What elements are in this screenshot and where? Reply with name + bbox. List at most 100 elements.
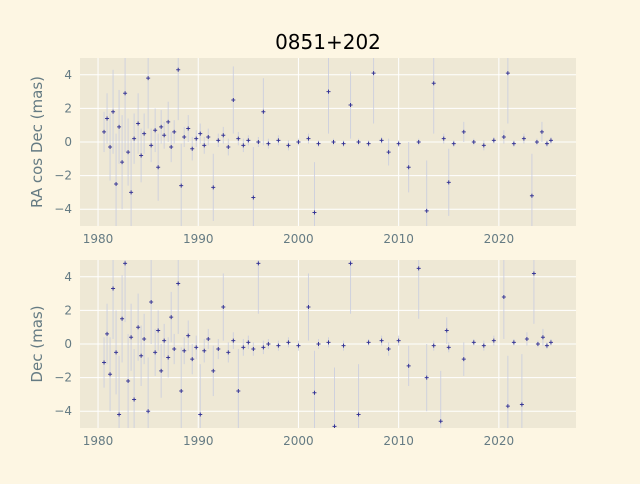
- data-point: [312, 390, 317, 395]
- data-point: [316, 141, 321, 146]
- y-tick-label: −4: [54, 404, 72, 418]
- data-point: [132, 136, 137, 141]
- data-point: [266, 141, 271, 146]
- data-point: [176, 281, 181, 286]
- data-point: [505, 71, 510, 76]
- data-point: [356, 412, 361, 417]
- data-point: [312, 210, 317, 215]
- data-point: [226, 350, 231, 355]
- data-point: [108, 145, 113, 150]
- data-point: [236, 389, 241, 394]
- x-tick-label: 1980: [83, 434, 114, 448]
- dec-ylabel: Dec (mas): [28, 305, 46, 382]
- data-point: [162, 133, 167, 138]
- data-point: [169, 315, 174, 320]
- data-point: [120, 316, 125, 321]
- data-point: [162, 338, 167, 343]
- x-tick-label: 2010: [383, 434, 414, 448]
- data-point: [286, 340, 291, 345]
- x-tick-label: 2000: [283, 434, 314, 448]
- data-point: [139, 153, 144, 158]
- data-point: [511, 340, 516, 345]
- data-point: [136, 325, 141, 330]
- data-point: [256, 140, 261, 144]
- data-point: [461, 129, 466, 134]
- data-point: [306, 136, 311, 141]
- x-tick-label: 2000: [283, 232, 314, 246]
- data-point: [416, 266, 421, 271]
- data-point: [424, 208, 429, 213]
- data-point: [117, 124, 122, 129]
- data-point: [114, 350, 119, 355]
- data-point: [306, 305, 311, 310]
- data-point: [505, 404, 510, 409]
- ra-ylabel: RA cos Dec (mas): [28, 76, 46, 208]
- data-point: [159, 368, 164, 373]
- data-point: [481, 343, 486, 348]
- data-point: [444, 328, 449, 333]
- x-tick-label: 1990: [183, 434, 214, 448]
- y-tick-label: 2: [64, 303, 72, 317]
- data-point: [544, 343, 549, 348]
- data-point: [332, 424, 337, 428]
- data-point: [241, 345, 246, 350]
- data-point: [153, 350, 158, 355]
- data-point: [548, 138, 553, 143]
- data-point: [142, 336, 147, 341]
- data-point: [117, 412, 122, 417]
- data-point: [438, 419, 443, 424]
- data-point: [396, 338, 401, 343]
- data-point: [120, 160, 125, 165]
- data-point: [156, 165, 161, 170]
- data-point: [276, 343, 281, 348]
- data-point: [206, 336, 211, 341]
- dec-axes: 1980 1990 2000 2010 2020 −4 −2 0 2 4: [54, 260, 576, 448]
- x-tick-label: 2010: [383, 232, 414, 246]
- data-point: [471, 140, 476, 144]
- data-point: [146, 76, 151, 81]
- data-point: [182, 348, 187, 353]
- data-point: [524, 336, 529, 341]
- data-point: [108, 372, 113, 377]
- data-point: [194, 345, 199, 350]
- data-point: [202, 143, 207, 148]
- chart-title: 0851+202: [275, 30, 381, 54]
- data-point: [172, 347, 177, 352]
- y-tick-label: −4: [54, 202, 72, 216]
- x-tick-label: 2020: [484, 232, 515, 246]
- x-tick-label: 1990: [183, 232, 214, 246]
- data-point: [491, 338, 496, 343]
- data-point: [386, 150, 391, 155]
- data-point: [126, 150, 131, 155]
- data-point: [441, 136, 446, 141]
- ra-axes: 1980 1990 2000 2010 2020 −4 −2 0 2 4: [54, 58, 576, 246]
- data-point: [286, 143, 291, 148]
- data-point: [539, 129, 544, 134]
- data-point: [431, 81, 436, 86]
- data-point: [129, 335, 134, 340]
- data-point: [102, 360, 107, 365]
- data-point: [176, 67, 181, 72]
- data-point: [511, 141, 516, 146]
- data-point: [341, 141, 346, 146]
- data-point: [149, 143, 154, 148]
- data-point: [501, 294, 506, 299]
- data-point: [114, 182, 119, 186]
- data-point: [129, 190, 134, 195]
- data-point: [529, 193, 534, 198]
- data-point: [371, 71, 376, 76]
- data-point: [266, 342, 271, 346]
- x-tick-label: 1980: [83, 232, 114, 246]
- data-point: [126, 378, 131, 383]
- data-point: [123, 261, 128, 266]
- data-point: [182, 134, 187, 139]
- data-point: [386, 347, 391, 352]
- data-point: [348, 261, 353, 266]
- data-point: [326, 340, 331, 345]
- data-point: [221, 305, 226, 310]
- data-point: [231, 338, 236, 343]
- data-point: [139, 353, 144, 358]
- data-point: [326, 89, 331, 94]
- data-point: [316, 342, 321, 346]
